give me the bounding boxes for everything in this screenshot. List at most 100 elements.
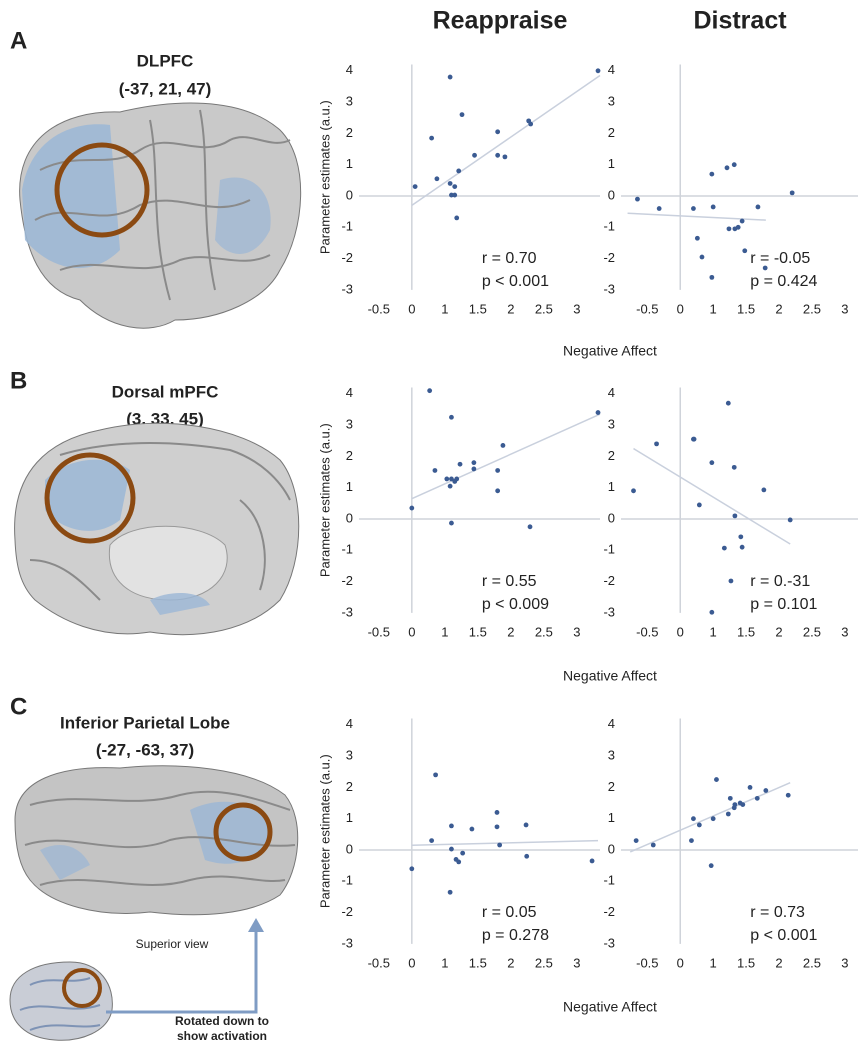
data-point <box>735 224 741 230</box>
y-tick-label: 0 <box>608 510 615 525</box>
data-point <box>447 889 453 895</box>
y-tick-label: -3 <box>603 935 615 950</box>
y-tick-label: 0 <box>346 841 353 856</box>
data-point <box>471 460 477 466</box>
y-tick-label: -2 <box>341 904 353 919</box>
data-point <box>409 505 415 511</box>
data-point <box>444 476 450 482</box>
y-tick-label: 1 <box>608 156 615 171</box>
y-axis-label: Parameter estimates (a.u.) <box>317 100 332 254</box>
data-point <box>528 121 534 127</box>
x-tick-label: -0.5 <box>636 955 658 970</box>
data-point <box>454 215 460 221</box>
x-tick-label: 0 <box>408 624 415 639</box>
arrow-text: show activation <box>177 1029 267 1043</box>
y-tick-label: -1 <box>603 219 615 234</box>
fit-line <box>411 413 601 500</box>
y-tick-label: -1 <box>341 542 353 557</box>
data-point <box>739 544 745 550</box>
data-point <box>412 184 418 190</box>
x-tick-label: 1 <box>710 624 717 639</box>
stat-annotation: r = -0.05 <box>750 250 810 267</box>
fit-line <box>411 839 599 847</box>
x-tick-label: 0 <box>677 955 684 970</box>
x-tick-label: 2 <box>775 301 782 316</box>
y-tick-label: 1 <box>346 479 353 494</box>
data-point <box>763 788 769 793</box>
data-point <box>694 235 700 241</box>
x-tick-label: 0 <box>408 955 415 970</box>
y-tick-label: 1 <box>346 156 353 171</box>
data-point <box>434 176 440 182</box>
data-point <box>449 476 454 482</box>
y-tick-label: 0 <box>608 841 615 856</box>
stat-annotation: r = 0.73 <box>750 904 805 921</box>
y-tick-label: -3 <box>603 281 615 296</box>
data-point <box>429 838 435 844</box>
data-point <box>447 74 453 80</box>
data-point <box>691 206 696 211</box>
data-point <box>724 165 730 171</box>
x-axis-label: Negative Affect <box>563 668 657 684</box>
data-point <box>452 184 458 190</box>
data-point <box>726 226 732 232</box>
data-point <box>732 513 738 519</box>
y-tick-label: 4 <box>608 385 615 400</box>
data-point <box>709 274 715 280</box>
data-point <box>447 483 453 489</box>
x-tick-label: 3 <box>573 301 580 316</box>
x-tick-label: 3 <box>573 955 580 970</box>
y-tick-label: 2 <box>608 448 615 463</box>
x-tick-label: 2.5 <box>535 301 553 316</box>
y-tick-label: -1 <box>603 542 615 557</box>
y-tick-label: 4 <box>608 62 615 77</box>
data-point <box>633 838 639 844</box>
data-point <box>708 863 714 869</box>
region-title: Inferior Parietal Lobe <box>60 713 230 732</box>
y-tick-label: -1 <box>603 873 615 888</box>
data-point <box>785 792 791 798</box>
data-point <box>472 152 477 158</box>
data-point <box>696 502 702 508</box>
x-tick-label: 2.5 <box>535 955 553 970</box>
x-tick-label: 1.5 <box>469 955 487 970</box>
y-tick-label: 4 <box>346 62 353 77</box>
data-point <box>449 823 454 829</box>
data-point <box>696 822 702 828</box>
x-tick-label: 2 <box>775 624 782 639</box>
stat-annotation: r = 0.-31 <box>750 573 810 590</box>
x-tick-label: 2.5 <box>803 955 821 970</box>
data-point <box>457 461 463 467</box>
y-tick-label: 0 <box>346 187 353 202</box>
x-tick-label: 2.5 <box>803 624 821 639</box>
data-point <box>471 466 477 472</box>
y-tick-label: -2 <box>603 250 615 265</box>
data-point <box>429 135 435 141</box>
arrow-text: Rotated down to <box>175 1014 269 1028</box>
y-tick-label: 3 <box>346 94 353 109</box>
data-point <box>721 545 727 551</box>
brain-image <box>19 102 302 329</box>
data-point <box>725 811 731 817</box>
column-title: Distract <box>693 7 787 35</box>
data-point <box>449 414 454 420</box>
x-tick-label: 3 <box>841 624 848 639</box>
data-point <box>524 853 530 859</box>
y-tick-label: 4 <box>346 385 353 400</box>
data-point <box>762 265 768 271</box>
data-point <box>789 190 795 196</box>
y-tick-label: 2 <box>346 779 353 794</box>
y-tick-label: 2 <box>346 125 353 140</box>
data-point <box>589 858 595 864</box>
x-tick-label: 1 <box>441 955 448 970</box>
y-tick-label: 3 <box>608 417 615 432</box>
x-tick-label: 1.5 <box>469 301 487 316</box>
y-tick-label: -1 <box>341 873 353 888</box>
data-point <box>500 443 506 448</box>
y-tick-label: 3 <box>346 748 353 763</box>
data-point <box>595 68 601 74</box>
x-tick-label: -0.5 <box>368 955 390 970</box>
data-point <box>495 152 501 158</box>
data-point <box>787 517 793 523</box>
data-point <box>728 578 734 584</box>
